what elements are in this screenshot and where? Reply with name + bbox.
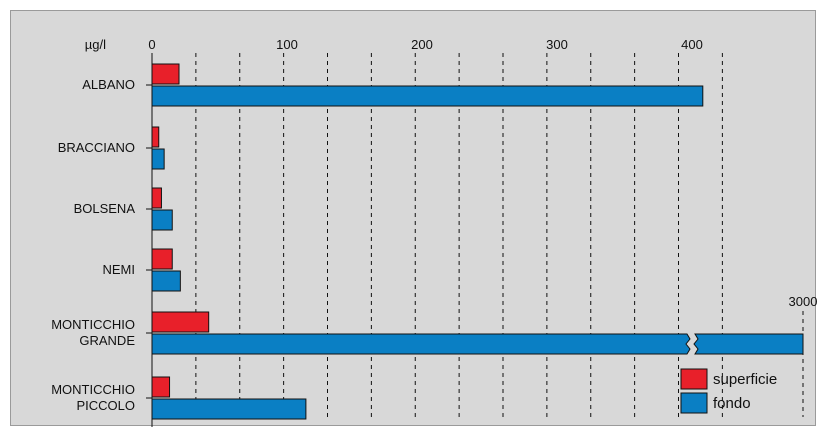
x-tick-label: 300 [546,37,568,52]
bar-fondo [151,398,307,420]
bar-superficie [151,126,160,148]
break-value-label: 3000 [789,294,817,309]
x-tick-label: 0 [148,37,155,52]
bar-superficie [151,376,171,398]
category-label: BRACCIANO [58,140,135,155]
bar-fondo-continuation [693,333,804,355]
legend-swatch [680,392,708,414]
category-label-line: GRANDE [79,333,135,348]
legend-label: fondo [713,395,751,412]
category-label-line: MONTICCHIO [51,382,135,397]
bar-fondo [151,85,704,107]
category-label-line: MONTICCHIO [51,317,135,332]
category-label-line: BOLSENA [74,201,136,216]
bar-fondo [151,333,691,355]
bar-superficie [151,187,162,209]
bar-fondo [151,148,165,170]
category-label: NEMI [103,262,136,277]
category-label: BOLSENA [74,201,136,216]
category-label-line: BRACCIANO [58,140,135,155]
x-tick-label: 100 [276,37,298,52]
category-label-line: NEMI [103,262,136,277]
category-label: MONTICCHIO PICCOLO [51,382,135,413]
legend-label: superficie [713,371,777,388]
bar-chart: 0 100 200 300 400 µg/l 3000 ALBANO BRACCIANO BOLS… [51,37,817,427]
category-label: ALBANO [82,77,135,92]
chart-frame: 0 100 200 300 400 µg/l 3000 ALBANO BRACCIANO BOLS… [10,10,817,427]
unit-label: µg/l [85,37,106,52]
category-label: MONTICCHIO GRANDE [51,317,135,348]
legend-swatch [680,368,708,390]
x-tick-label: 400 [681,37,703,52]
category-label-line: PICCOLO [76,398,135,413]
bar-fondo [151,209,173,231]
bar-fondo [151,270,181,292]
bar-superficie [151,248,173,270]
bar-superficie [151,63,180,85]
category-label-line: ALBANO [82,77,135,92]
bar-superficie [151,311,210,333]
x-tick-label: 200 [411,37,433,52]
